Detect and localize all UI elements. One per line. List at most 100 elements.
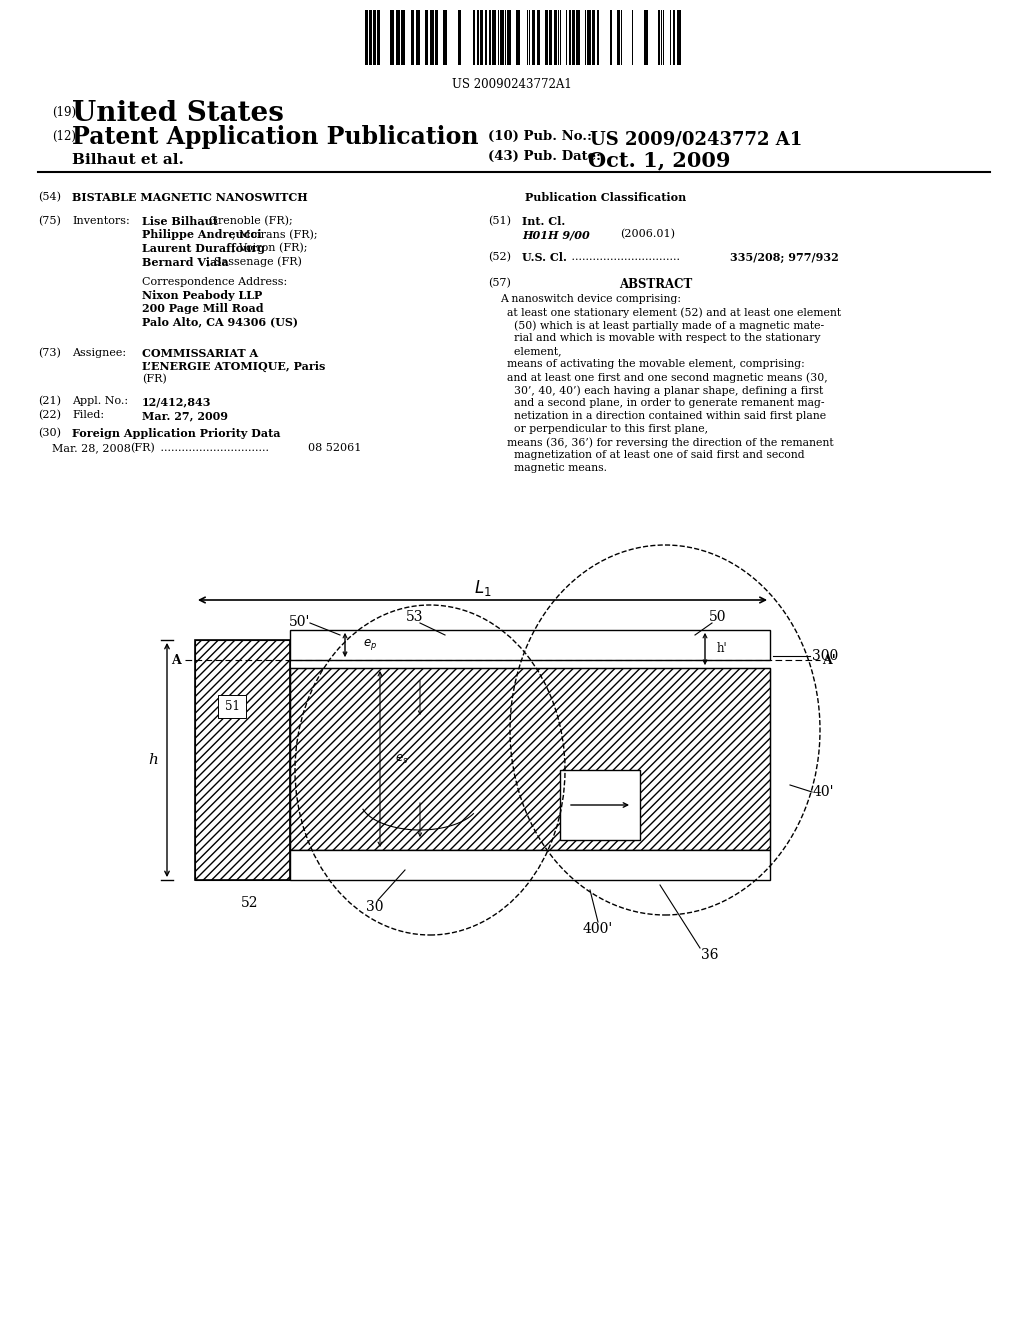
Text: (30): (30) (38, 428, 61, 438)
Text: magnetization of at least one of said first and second: magnetization of at least one of said fi… (500, 450, 805, 459)
Bar (195, 640, 290, 880)
Text: Bernard Viala: Bernard Viala (142, 256, 228, 268)
Bar (537, 11, 540, 65)
Bar (545, 11, 548, 65)
Text: 12/412,843: 12/412,843 (142, 396, 212, 407)
Text: , Moirans (FR);: , Moirans (FR); (232, 230, 317, 240)
Text: and at least one first and one second magnetic means (30,: and at least one first and one second ma… (500, 372, 827, 383)
Text: 50': 50' (290, 615, 310, 630)
Bar (401, 11, 406, 65)
Bar (480, 11, 483, 65)
Bar (575, 11, 580, 65)
Bar (485, 11, 487, 65)
Text: US 2009/0243772 A1: US 2009/0243772 A1 (590, 129, 802, 148)
Bar (390, 11, 394, 65)
Bar (443, 11, 447, 65)
Text: 400': 400' (583, 921, 613, 936)
Bar (592, 11, 595, 65)
Text: 52: 52 (242, 896, 259, 909)
Text: h: h (148, 752, 158, 767)
Bar (373, 11, 376, 65)
Bar (396, 11, 400, 65)
Bar (369, 11, 372, 65)
Text: Mar. 27, 2009: Mar. 27, 2009 (142, 411, 228, 421)
Bar (290, 850, 770, 880)
Text: (21): (21) (38, 396, 61, 407)
Text: Nixon Peabody LLP: Nixon Peabody LLP (142, 290, 262, 301)
Bar (532, 11, 535, 65)
Text: 08 52061: 08 52061 (308, 444, 361, 453)
Bar (549, 11, 552, 65)
Text: Bilhaut et al.: Bilhaut et al. (72, 153, 184, 168)
Bar (411, 11, 414, 65)
Text: element,: element, (500, 346, 561, 356)
Bar (290, 668, 770, 850)
Bar (425, 11, 428, 65)
Text: US 20090243772A1: US 20090243772A1 (453, 78, 571, 91)
Text: h': h' (717, 643, 728, 656)
Text: Patent Application Publication: Patent Application Publication (72, 125, 478, 149)
Bar (500, 11, 504, 65)
Text: 50: 50 (710, 610, 727, 624)
Bar (516, 11, 520, 65)
Text: COMMISSARIAT A: COMMISSARIAT A (142, 348, 258, 359)
Bar (218, 696, 246, 718)
Text: at least one stationary element (52) and at least one element: at least one stationary element (52) and… (500, 308, 841, 318)
Text: means (36, 36’) for reversing the direction of the remanent: means (36, 36’) for reversing the direct… (500, 437, 834, 447)
Text: 300: 300 (812, 649, 839, 663)
Text: ...............................: ............................... (157, 444, 269, 453)
Bar (572, 11, 575, 65)
Text: BISTABLE MAGNETIC NANOSWITCH: BISTABLE MAGNETIC NANOSWITCH (72, 191, 307, 203)
Text: (54): (54) (38, 191, 61, 202)
Text: Int. Cl.: Int. Cl. (522, 216, 565, 227)
Text: Correspondence Address:: Correspondence Address: (142, 277, 288, 286)
Bar (458, 11, 461, 65)
Text: Assignee:: Assignee: (72, 348, 126, 358)
Text: Laurent Duraffourg: Laurent Duraffourg (142, 243, 265, 253)
Text: , Grenoble (FR);: , Grenoble (FR); (202, 216, 293, 226)
Text: netization in a direction contained within said first plane: netization in a direction contained with… (500, 411, 826, 421)
Text: , Sassenage (FR): , Sassenage (FR) (207, 256, 302, 267)
Text: (FR): (FR) (142, 374, 167, 384)
Bar (489, 11, 490, 65)
Text: Foreign Application Priority Data: Foreign Application Priority Data (72, 428, 281, 440)
Bar (416, 11, 420, 65)
Text: (10) Pub. No.:: (10) Pub. No.: (488, 129, 592, 143)
Text: H01H 9/00: H01H 9/00 (522, 228, 590, 240)
Bar (658, 11, 660, 65)
Text: (2006.01): (2006.01) (620, 228, 675, 239)
Text: 51: 51 (224, 700, 240, 713)
Text: Palo Alto, CA 94306 (US): Palo Alto, CA 94306 (US) (142, 315, 298, 327)
Text: Publication Classification: Publication Classification (525, 191, 686, 203)
Text: (52): (52) (488, 252, 511, 263)
Text: means of activating the movable element, comprising:: means of activating the movable element,… (500, 359, 805, 370)
Bar (377, 11, 380, 65)
Bar (473, 11, 475, 65)
Bar (554, 11, 557, 65)
Text: (73): (73) (38, 348, 60, 358)
Text: rial and which is movable with respect to the stationary: rial and which is movable with respect t… (500, 333, 820, 343)
Bar (560, 770, 640, 840)
Text: Appl. No.:: Appl. No.: (72, 396, 128, 407)
Text: 200 Page Mill Road: 200 Page Mill Road (142, 304, 263, 314)
Text: (22): (22) (38, 411, 61, 420)
Text: (43) Pub. Date:: (43) Pub. Date: (488, 150, 601, 162)
Bar (430, 11, 434, 65)
Text: $e_p$: $e_p$ (362, 638, 377, 652)
Bar (365, 11, 368, 65)
Bar (644, 11, 648, 65)
Text: A nanoswitch device comprising:: A nanoswitch device comprising: (500, 294, 681, 304)
Text: (FR): (FR) (130, 444, 155, 453)
Text: Philippe Andreucci: Philippe Andreucci (142, 230, 261, 240)
Bar (507, 11, 511, 65)
Bar (677, 11, 681, 65)
Text: and a second plane, in order to generate remanent mag-: and a second plane, in order to generate… (500, 399, 824, 408)
Bar (477, 11, 479, 65)
Text: L’ENERGIE ATOMIQUE, Paris: L’ENERGIE ATOMIQUE, Paris (142, 360, 326, 372)
Text: U.S. Cl.: U.S. Cl. (522, 252, 567, 263)
Text: or perpendicular to this first plane,: or perpendicular to this first plane, (500, 424, 709, 434)
Text: 30: 30 (367, 900, 384, 913)
Text: ABSTRACT: ABSTRACT (620, 279, 692, 290)
Bar (435, 11, 438, 65)
Text: Mar. 28, 2008: Mar. 28, 2008 (52, 444, 131, 453)
